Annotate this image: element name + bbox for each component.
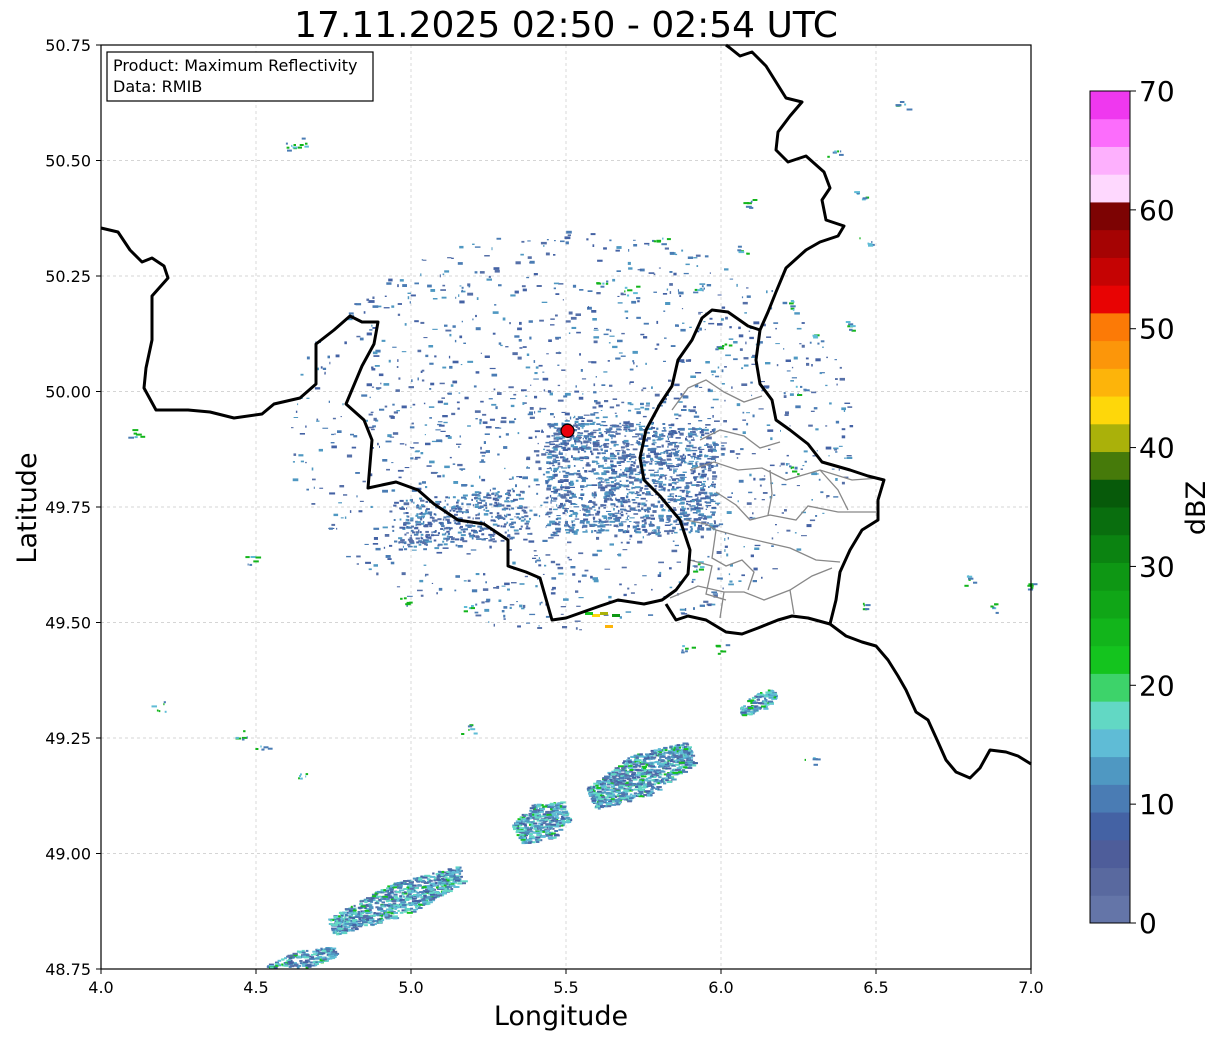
- y-tick-label: 49.25: [45, 729, 91, 748]
- colorbar-segment: [1090, 784, 1130, 813]
- x-tick-label: 7.0: [1018, 978, 1043, 997]
- colorbar-tick-label: 30: [1139, 550, 1175, 583]
- y-tick-label: 49.50: [45, 614, 91, 633]
- colorbar-tick-label: 40: [1139, 432, 1175, 465]
- x-tick-label: 4.0: [88, 978, 113, 997]
- colorbar-segment: [1090, 507, 1130, 536]
- colorbar-segment: [1090, 645, 1130, 674]
- y-tick-label: 50.00: [45, 383, 91, 402]
- colorbar: 0 10 20 30 40 50 60 70 dBZ: [1089, 75, 1212, 940]
- colorbar-segment: [1090, 201, 1130, 231]
- country-borders: [100, 43, 1032, 780]
- colorbar-segment: [1090, 146, 1130, 175]
- colorbar-segment: [1090, 396, 1130, 425]
- colorbar-segment: [1090, 340, 1130, 369]
- colorbar-segment: [1090, 285, 1130, 314]
- colorbar-segment: [1090, 701, 1130, 730]
- colorbar-tick-label: 0: [1139, 907, 1157, 940]
- colorbar-segment: [1090, 423, 1130, 453]
- colorbar-ticks: 0 10 20 30 40 50 60 70: [1130, 75, 1175, 940]
- colorbar-segment: [1090, 756, 1130, 785]
- x-tick-label: 5.5: [553, 978, 578, 997]
- x-tick-label: 5.0: [398, 978, 423, 997]
- colorbar-tick-label: 70: [1139, 75, 1175, 108]
- x-tick-label: 6.0: [708, 978, 733, 997]
- colorbar-segment: [1090, 590, 1130, 619]
- radar-site-marker: [560, 423, 575, 438]
- colorbar-segment: [1090, 895, 1130, 924]
- x-tick-label: 6.5: [863, 978, 888, 997]
- y-tick-label: 49.75: [45, 498, 91, 517]
- colorbar-segment: [1090, 91, 1130, 120]
- colorbar-segment: [1090, 257, 1130, 286]
- colorbar-segment: [1090, 812, 1130, 841]
- y-axis-ticks: 50.75 50.50 50.25 50.00 49.75 49.50 49.25 49.00…: [45, 36, 101, 979]
- radar-echoes: [128, 101, 1038, 969]
- y-tick-label: 49.00: [45, 845, 91, 864]
- colorbar-segment: [1090, 867, 1130, 896]
- info-box: Product: Maximum Reflectivity Data: RMIB: [106, 51, 374, 102]
- colorbar-tick-label: 20: [1139, 669, 1175, 702]
- colorbar-segments: [1090, 91, 1130, 924]
- colorbar-segment: [1090, 534, 1130, 563]
- colorbar-segment: [1090, 229, 1130, 258]
- y-tick-label: 50.75: [45, 36, 91, 55]
- colorbar-segment: [1090, 368, 1130, 397]
- colorbar-segment: [1090, 562, 1130, 591]
- x-axis-ticks: 4.0 4.5 5.0 5.5 6.0 6.5 7.0: [88, 969, 1044, 997]
- colorbar-label: dBZ: [1181, 481, 1212, 535]
- gridlines: [101, 45, 1031, 969]
- y-tick-label: 50.50: [45, 152, 91, 171]
- colorbar-segment: [1090, 617, 1130, 647]
- colorbar-segment: [1090, 479, 1130, 508]
- chart-title: 17.11.2025 02:50 - 02:54 UTC: [294, 5, 838, 46]
- colorbar-tick-label: 60: [1139, 194, 1175, 227]
- map-plot-area: Product: Maximum Reflectivity Data: RMIB: [100, 43, 1038, 970]
- colorbar-segment: [1090, 312, 1130, 342]
- info-data-text: Data: RMIB: [113, 77, 202, 96]
- x-tick-label: 4.5: [243, 978, 268, 997]
- colorbar-segment: [1090, 174, 1130, 203]
- y-tick-label: 48.75: [45, 960, 91, 979]
- colorbar-segment: [1090, 451, 1130, 480]
- colorbar-segment: [1090, 728, 1130, 758]
- x-axis-label: Longitude: [494, 1001, 628, 1032]
- info-product-text: Product: Maximum Reflectivity: [113, 56, 357, 75]
- colorbar-segment: [1090, 673, 1130, 702]
- colorbar-tick-label: 50: [1139, 313, 1175, 346]
- y-tick-label: 50.25: [45, 267, 91, 286]
- colorbar-segment: [1090, 118, 1130, 147]
- y-axis-label: Latitude: [12, 452, 43, 563]
- colorbar-tick-label: 10: [1139, 788, 1175, 821]
- colorbar-segment: [1090, 839, 1130, 869]
- region-boundaries: [669, 379, 881, 619]
